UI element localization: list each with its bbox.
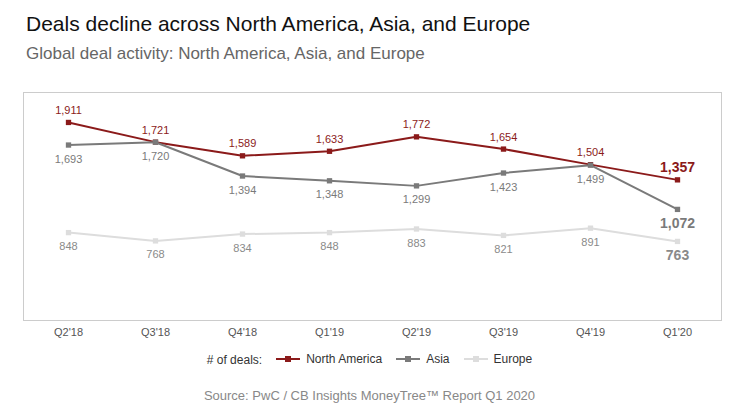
html-text:Global deal activity: North Am: Global deal activity: North America, Asi… xyxy=(26,44,425,63)
svg-text:1,589: 1,589 xyxy=(229,137,257,149)
svg-text:Q2'19: Q2'19 xyxy=(402,326,431,338)
svg-text:Q3'18: Q3'18 xyxy=(141,326,170,338)
svg-text:Q1'20: Q1'20 xyxy=(663,326,692,338)
svg-text:1,423: 1,423 xyxy=(490,181,518,193)
svg-text:763: 763 xyxy=(666,247,690,263)
svg-text:Q4'18: Q4'18 xyxy=(228,326,257,338)
svg-text:1,504: 1,504 xyxy=(577,146,605,158)
svg-text:1,072: 1,072 xyxy=(660,215,695,231)
svg-text:821: 821 xyxy=(494,243,512,255)
svg-text:834: 834 xyxy=(233,242,251,254)
svg-text:891: 891 xyxy=(581,236,599,248)
svg-text:1,720: 1,720 xyxy=(142,150,170,162)
html-text:Deals decline across North Ame: Deals decline across North America, Asia… xyxy=(26,12,531,35)
html-text:# of deals:: # of deals: xyxy=(206,353,263,367)
html-text:Europe: Europe xyxy=(493,352,533,366)
svg-text:Q1'19: Q1'19 xyxy=(315,326,344,338)
svg-text:1,911: 1,911 xyxy=(55,104,82,116)
html-text:Asia: Asia xyxy=(426,352,450,366)
svg-text:848: 848 xyxy=(320,240,338,252)
html-text:Source: PwC / CB Insights Mone: Source: PwC / CB Insights MoneyTree™ Rep… xyxy=(203,388,536,403)
svg-text:1,357: 1,357 xyxy=(660,159,695,175)
svg-text:Q4'19: Q4'19 xyxy=(576,326,605,338)
svg-text:1,772: 1,772 xyxy=(403,118,431,130)
svg-text:848: 848 xyxy=(59,240,77,252)
svg-text:1,693: 1,693 xyxy=(55,153,83,165)
svg-text:1,499: 1,499 xyxy=(577,173,605,185)
svg-text:1,394: 1,394 xyxy=(229,184,257,196)
svg-text:Q2'18: Q2'18 xyxy=(54,326,83,338)
svg-text:Q3'19: Q3'19 xyxy=(489,326,518,338)
svg-text:768: 768 xyxy=(146,248,164,260)
svg-text:1,721: 1,721 xyxy=(142,124,170,136)
svg-text:1,633: 1,633 xyxy=(316,133,344,145)
svg-text:1,348: 1,348 xyxy=(316,188,344,200)
html-text:North America: North America xyxy=(306,352,383,366)
svg-text:1,654: 1,654 xyxy=(490,131,518,143)
svg-text:1,299: 1,299 xyxy=(403,193,431,205)
svg-text:883: 883 xyxy=(407,237,425,249)
